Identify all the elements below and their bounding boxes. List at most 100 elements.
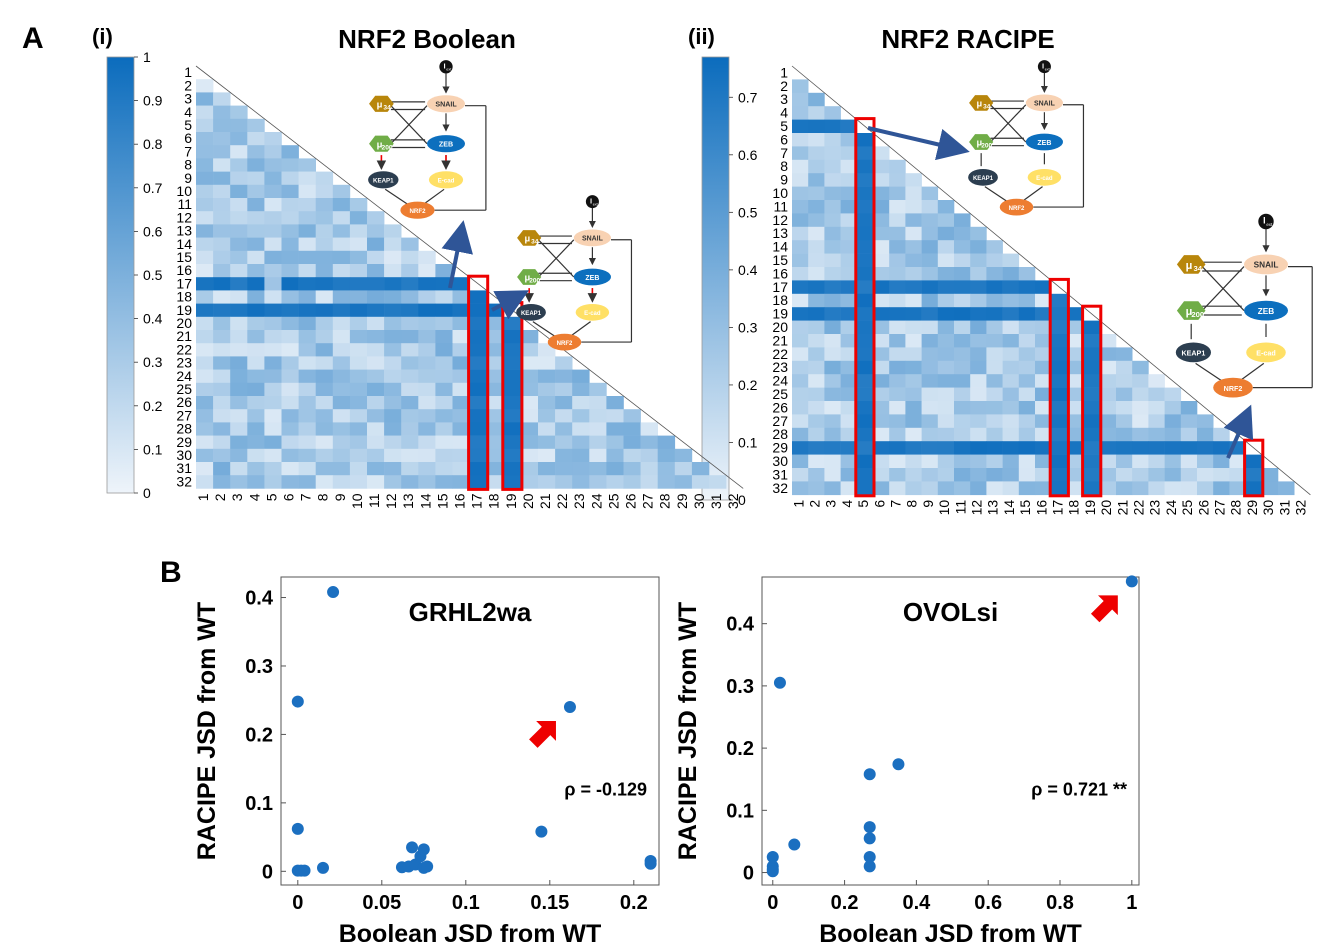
heatmap-cell (1083, 481, 1101, 496)
heatmap-col-label: 30 (691, 493, 707, 509)
heatmap-row-label: 17 (176, 275, 192, 291)
heatmap-cell (452, 316, 470, 331)
heatmap-cell (808, 334, 825, 348)
heatmap-cell (1197, 427, 1214, 442)
heatmap-cell (384, 475, 402, 489)
heatmap-cell (469, 475, 487, 489)
heatmap-cell (213, 145, 231, 159)
heatmap-cell (349, 409, 368, 423)
heatmap-cell (1018, 441, 1036, 455)
heatmap-cell (824, 119, 841, 134)
heatmap-cell (315, 369, 334, 384)
heatmap-cell (905, 173, 922, 187)
heatmap-row-label: 21 (772, 332, 788, 348)
heatmap-cell (1035, 454, 1052, 469)
mu200-node-label: μ (976, 138, 982, 148)
heatmap-cell (213, 132, 231, 146)
heatmap-cell (905, 427, 922, 442)
heatmap-cell (1067, 360, 1084, 375)
heatmap-cell (401, 435, 419, 450)
heatmap-cell (281, 369, 299, 384)
mu200-node (369, 135, 394, 152)
heatmap-cell (486, 462, 505, 476)
data-point (863, 860, 876, 873)
heatmap-cell (921, 226, 939, 241)
heatmap-cell (401, 290, 419, 304)
heatmap-cell (349, 250, 368, 265)
heatmap-cell (921, 186, 939, 201)
heatmap-cell (486, 396, 505, 410)
heatmap-cell (196, 277, 214, 291)
heatmap-cell (640, 435, 658, 450)
data-point (563, 701, 576, 714)
heatmap-cell (486, 409, 505, 423)
heatmap-cell (889, 173, 906, 187)
heatmap-cell (1180, 468, 1198, 482)
heatmap-cell (889, 334, 906, 348)
heatmap-cell (264, 448, 282, 463)
heatmap-col-label: 29 (674, 493, 690, 509)
x-tick-label: 0.2 (620, 892, 648, 914)
zeb-node-label: ZEB (1258, 307, 1275, 316)
heatmap-cell (196, 145, 214, 159)
heatmap-cell (873, 253, 890, 268)
plot-frame (280, 576, 660, 886)
heatmap-cell (538, 409, 556, 423)
heatmap-cell (808, 347, 825, 362)
heatmap-cell (1018, 414, 1036, 429)
heatmap-cell (1002, 441, 1020, 455)
data-point (788, 838, 801, 851)
heatmap-cell (1148, 427, 1165, 442)
y-axis-label: RACIPE JSD from WT (674, 602, 702, 860)
heatmap-cell (674, 475, 693, 489)
heatmap-cell (970, 401, 987, 415)
heatmap-cell (1051, 441, 1068, 455)
heatmap-cell (824, 320, 841, 335)
heatmap-cell (824, 468, 841, 482)
heatmap-cell (808, 320, 825, 335)
heatmap-cell (555, 448, 573, 463)
heatmap-row-label: 14 (176, 236, 192, 252)
heatmap-row-label: 7 (184, 143, 192, 159)
heatmap-row-label: 9 (184, 170, 192, 186)
heatmap-cell (418, 422, 436, 436)
colorbar-tick-label: 0.5 (143, 267, 163, 283)
heatmap-cell (640, 462, 658, 476)
heatmap-cell (418, 290, 436, 304)
heatmap-cell (298, 250, 316, 265)
mu34-node (1176, 255, 1206, 274)
heatmap-cell (572, 369, 590, 384)
heatmap-cell (247, 435, 265, 450)
heatmap-cell (469, 435, 487, 450)
colorbar-racipe (701, 56, 730, 501)
heatmap-cell (840, 387, 858, 402)
heatmap-cell (986, 441, 1003, 455)
heatmap-cell (367, 250, 385, 265)
heatmap-cell (905, 253, 922, 268)
heatmap-cell (1164, 401, 1182, 415)
heatmap-col-label: 8 (904, 500, 920, 508)
mu34-node-label-sub: 34 (383, 105, 391, 112)
panel-label-a: A (22, 22, 44, 55)
heatmap-racipe: 1234567891011121314151617181920212223242… (772, 64, 1311, 516)
x-tick-label: 0.4 (902, 892, 931, 914)
heatmap-cell (640, 422, 658, 436)
heatmap-row-label: 11 (773, 198, 788, 214)
heatmap-col-label: 13 (985, 500, 1001, 516)
heatmap-col-label: 32 (725, 493, 741, 509)
heatmap-cell (606, 448, 624, 463)
heatmap-cell (572, 462, 590, 476)
heatmap-cell (657, 462, 676, 476)
pointer-arrow (867, 126, 970, 161)
heatmap-cell (792, 253, 809, 268)
heatmap-cell (1099, 360, 1117, 375)
heatmap-cell (792, 401, 809, 415)
heatmap-cell (1002, 414, 1020, 429)
heatmap-cell (986, 280, 1003, 295)
heatmap-cell (986, 468, 1003, 482)
heatmap-cell (954, 427, 971, 442)
heatmap-row-label: 29 (772, 440, 788, 456)
heatmap-cell (792, 414, 809, 429)
heatmap-cell (196, 316, 214, 331)
